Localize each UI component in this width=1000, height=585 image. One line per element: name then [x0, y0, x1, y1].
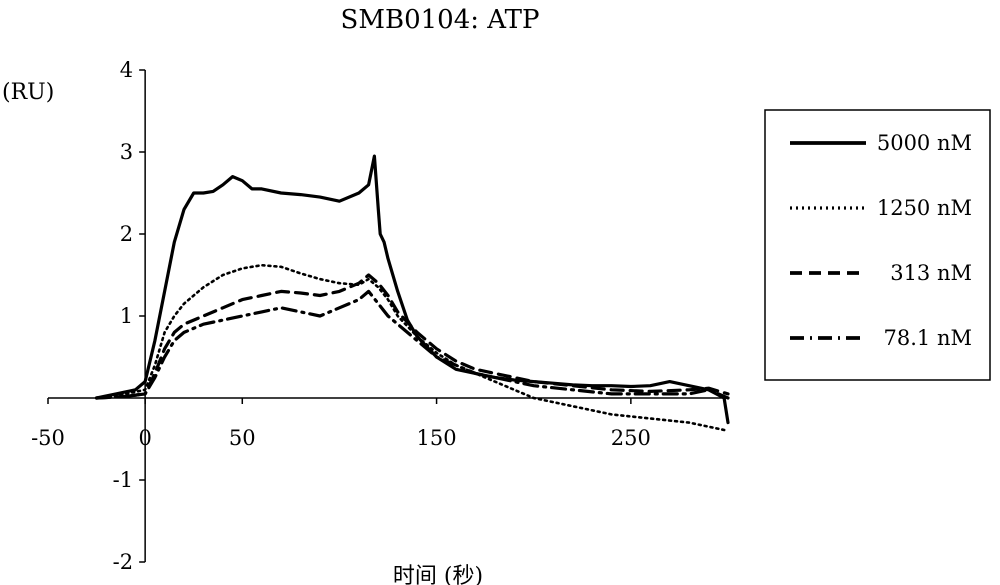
y-tick-label: 1 [120, 304, 133, 328]
y-tick-label: 3 [120, 140, 133, 164]
x-axis-label: 时间 (秒) [393, 564, 483, 585]
y-tick-label: 4 [120, 58, 133, 82]
y-axis-unit-label: (RU) [2, 80, 54, 105]
series-line-dotted [97, 265, 728, 431]
legend-label: 78.1 nM [884, 326, 972, 350]
legend-label: 313 nM [890, 261, 972, 285]
series-line-dashed [97, 275, 728, 398]
legend-label: 5000 nM [877, 131, 972, 155]
chart-title: SMB0104: ATP [341, 5, 540, 35]
legend-label: 1250 nM [877, 196, 972, 220]
series-line-solid [97, 156, 728, 423]
x-tick-label: 0 [138, 426, 151, 450]
y-tick-label: -2 [113, 550, 133, 574]
series-layer [97, 156, 728, 431]
y-tick-label: -1 [113, 468, 133, 492]
x-tick-label: 50 [229, 426, 256, 450]
legend: 5000 nM 1250 nM 313 nM 78.1 nM [765, 110, 990, 380]
x-tick-label: 150 [417, 426, 457, 450]
x-tick-label: -50 [31, 426, 65, 450]
series-line-dashdot [97, 291, 728, 398]
x-tick-label: 250 [611, 426, 651, 450]
y-tick-label: 2 [120, 222, 133, 246]
tick-labels: -2 -1 1 2 3 4 -50 0 50 150 250 [31, 58, 651, 574]
